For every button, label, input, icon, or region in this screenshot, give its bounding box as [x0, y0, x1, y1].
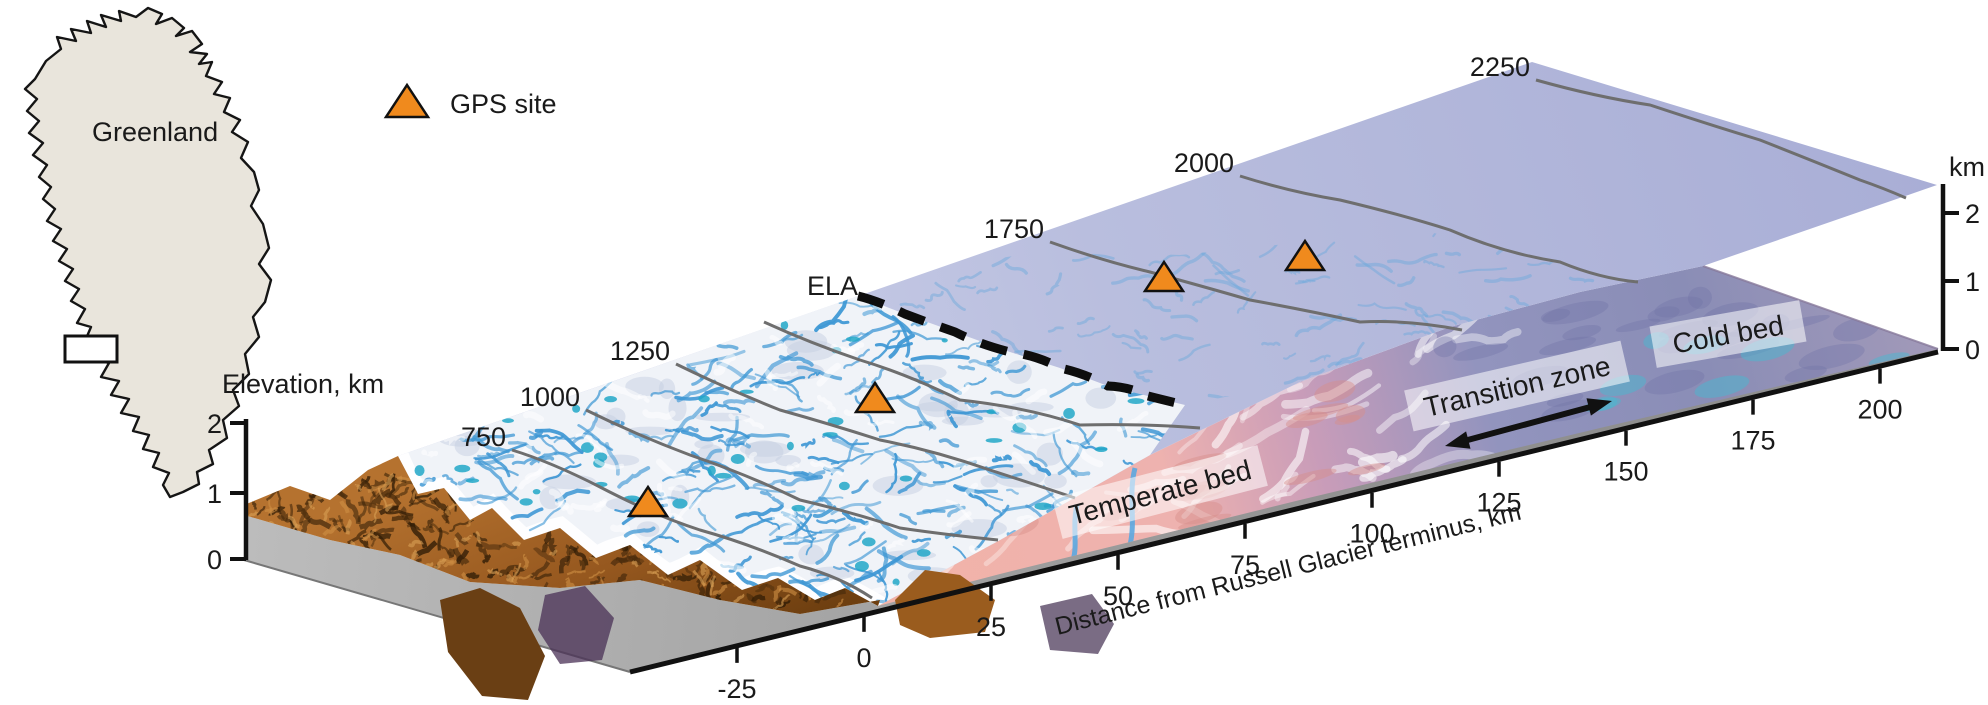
distance-tick-label: -25 — [717, 674, 756, 704]
distance-tick-label: 100 — [1349, 519, 1394, 549]
gps-site-marker — [853, 380, 897, 414]
right-km-axis: 2 1 0 km — [1940, 152, 1985, 365]
contour-line — [1049, 240, 1463, 332]
contour-label: 1250 — [610, 336, 670, 366]
elevation-axis-title: Elevation, km — [222, 369, 384, 399]
elevation-tick-label: 2 — [207, 409, 222, 439]
terrain-surface — [244, 456, 880, 614]
elevation-tick-label: 0 — [207, 545, 222, 575]
elevation-tick-label: 1 — [207, 479, 222, 509]
contour-label: 750 — [461, 422, 506, 452]
contour-label: 1750 — [984, 214, 1044, 244]
contour-label: 2000 — [1174, 148, 1234, 178]
terrain-valley — [440, 588, 545, 700]
distance-tick-label: 200 — [1857, 395, 1902, 425]
distance-tick-label: 125 — [1476, 488, 1521, 518]
km-tick-label: 2 — [1965, 199, 1980, 229]
km-axis-title: km — [1949, 152, 1985, 182]
contour-line — [511, 448, 873, 600]
contour-line — [763, 320, 1201, 430]
km-tick-label: 0 — [1965, 335, 1980, 365]
map-region-label: Greenland — [92, 117, 218, 147]
contour-line — [675, 362, 1076, 500]
elevation-contours: 750 1000 1250 1750 2000 2250 — [461, 52, 1907, 600]
distance-tick-label: 0 — [856, 643, 871, 673]
gps-sites — [626, 238, 1327, 518]
distance-tick-label: 150 — [1603, 457, 1648, 487]
elevation-axis: 2 1 0 Elevation, km — [207, 369, 384, 575]
gps-site-marker — [1142, 259, 1186, 293]
km-tick-label: 1 — [1965, 267, 1980, 297]
ela: ELA — [807, 271, 1187, 410]
study-area-box — [63, 334, 119, 364]
block-side-face — [243, 348, 1938, 700]
contour-line — [1239, 174, 1639, 284]
ice-margin-band — [398, 445, 889, 606]
legend-label: GPS site — [450, 89, 557, 119]
valley-shadow — [1040, 594, 1114, 654]
ela-label: ELA — [807, 271, 858, 301]
map-inset: Greenland — [23, 6, 273, 499]
ela-line — [856, 291, 1187, 410]
transition-extent-arrow — [1445, 398, 1612, 449]
contour-line — [1535, 78, 1907, 200]
contour-label: 1000 — [520, 382, 580, 412]
gps-legend: GPS site — [383, 82, 557, 119]
distance-tick-label: 50 — [1103, 581, 1133, 611]
gps-site-marker — [1283, 238, 1327, 272]
valley-shadow — [538, 586, 614, 664]
gps-site-marker — [626, 484, 670, 518]
distance-tick-label: 175 — [1730, 426, 1775, 456]
contour-label: 2250 — [1470, 52, 1530, 82]
gps-site-triangle-icon — [383, 82, 431, 119]
contour-line — [585, 408, 999, 542]
distance-tick-label: 75 — [1230, 550, 1260, 580]
distance-tick-label: 25 — [976, 612, 1006, 642]
block-front-edge — [629, 349, 1939, 675]
greenland-outline — [23, 6, 273, 499]
block-face — [244, 348, 1938, 672]
